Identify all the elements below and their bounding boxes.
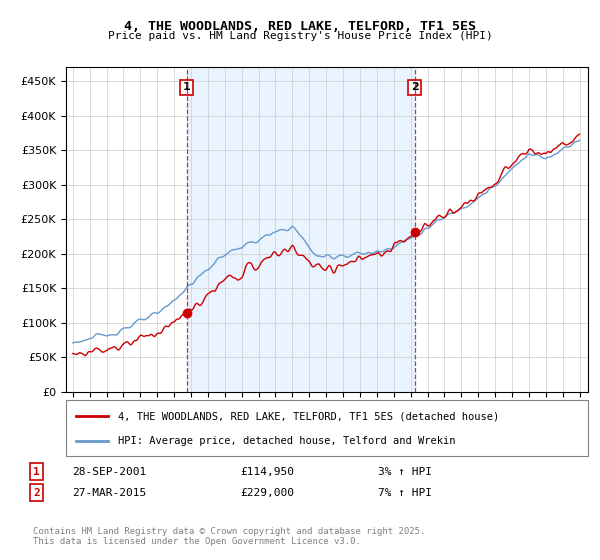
Text: £229,000: £229,000 (240, 488, 294, 498)
Text: 4, THE WOODLANDS, RED LAKE, TELFORD, TF1 5ES: 4, THE WOODLANDS, RED LAKE, TELFORD, TF1… (124, 20, 476, 32)
Text: 2: 2 (411, 82, 419, 92)
Text: 1: 1 (183, 82, 191, 92)
FancyBboxPatch shape (66, 400, 588, 456)
Text: £114,950: £114,950 (240, 466, 294, 477)
Text: 2: 2 (33, 488, 40, 498)
Text: 4, THE WOODLANDS, RED LAKE, TELFORD, TF1 5ES (detached house): 4, THE WOODLANDS, RED LAKE, TELFORD, TF1… (118, 411, 499, 421)
Bar (187, 67, 415, 392)
Text: 28-SEP-2001: 28-SEP-2001 (72, 466, 146, 477)
Text: Price paid vs. HM Land Registry's House Price Index (HPI): Price paid vs. HM Land Registry's House … (107, 31, 493, 41)
Text: 7% ↑ HPI: 7% ↑ HPI (378, 488, 432, 498)
Text: 1: 1 (33, 466, 40, 477)
Text: Contains HM Land Registry data © Crown copyright and database right 2025.
This d: Contains HM Land Registry data © Crown c… (33, 526, 425, 546)
Text: 27-MAR-2015: 27-MAR-2015 (72, 488, 146, 498)
Text: HPI: Average price, detached house, Telford and Wrekin: HPI: Average price, detached house, Telf… (118, 436, 456, 446)
Text: 3% ↑ HPI: 3% ↑ HPI (378, 466, 432, 477)
